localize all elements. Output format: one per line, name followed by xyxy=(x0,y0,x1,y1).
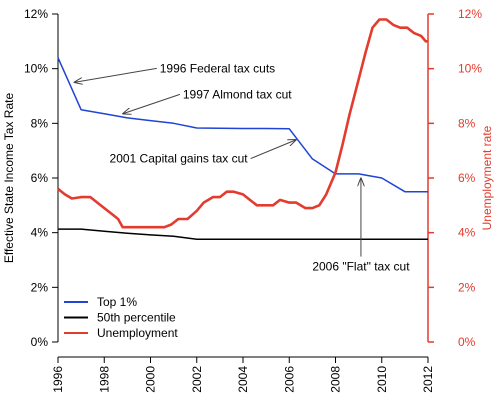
y-left-tick-label: 8% xyxy=(31,116,49,130)
y-left-tick-label: 4% xyxy=(31,226,49,240)
x-tick-label: 2012 xyxy=(421,366,435,393)
y-right-tick-label: 10% xyxy=(458,62,482,76)
axes-layer: 0% 2% 4% 6% 8% 10% 12% 0% 2% 4% 6% 8% 10% 12% 1996 1998… xyxy=(2,7,494,393)
y-left-tick-label: 10% xyxy=(24,62,48,76)
y-right-axis-title: Unemployment rate xyxy=(480,125,494,230)
series-line-0 xyxy=(57,57,428,193)
y-right-tick-label: 2% xyxy=(458,280,476,294)
series-line-2 xyxy=(57,18,428,229)
y-right-tick-label: 4% xyxy=(458,226,476,240)
x-tick-label: 2010 xyxy=(375,366,389,393)
y-left-tick-label: 0% xyxy=(31,335,49,349)
y-left-tick-label: 6% xyxy=(31,171,49,185)
y-right-tick-label: 0% xyxy=(458,335,476,349)
x-tick-label: 2004 xyxy=(236,366,250,393)
series-layer xyxy=(57,18,428,240)
annotation-label: 1997 Almond tax cut xyxy=(183,87,292,101)
annotation-arrow xyxy=(74,67,157,82)
y-left-tick-label: 12% xyxy=(24,7,48,21)
legend-label: Unemployment xyxy=(97,326,178,340)
series-line-1 xyxy=(58,228,428,240)
annotation-label: 1996 Federal tax cuts xyxy=(160,61,275,75)
x-tick-label: 2002 xyxy=(190,366,204,393)
annotation-layer: 1996 Federal tax cuts 1997 Almond tax cut… xyxy=(74,61,410,274)
x-tick-label: 2000 xyxy=(144,366,158,393)
x-tick-label: 2006 xyxy=(282,366,296,393)
x-tick-label: 1996 xyxy=(51,366,65,393)
y-right-tick-label: 6% xyxy=(458,171,476,185)
y-right-tick-label: 8% xyxy=(458,116,476,130)
y-left-axis-title: Effective State Income Tax Rate xyxy=(2,93,16,264)
x-tick-label: 2008 xyxy=(329,366,343,393)
annotation-arrow xyxy=(250,140,297,160)
annotation-arrow xyxy=(123,93,181,113)
x-tick-label: 1998 xyxy=(97,366,111,393)
legend-label: Top 1% xyxy=(97,295,137,309)
y-left-tick-label: 2% xyxy=(31,280,49,294)
annotation-label: 2006 "Flat" tax cut xyxy=(312,260,410,274)
y-right-tick-label: 12% xyxy=(458,7,482,21)
annotation-label: 2001 Capital gains tax cut xyxy=(110,152,249,166)
legend-label: 50th percentile xyxy=(97,311,176,325)
